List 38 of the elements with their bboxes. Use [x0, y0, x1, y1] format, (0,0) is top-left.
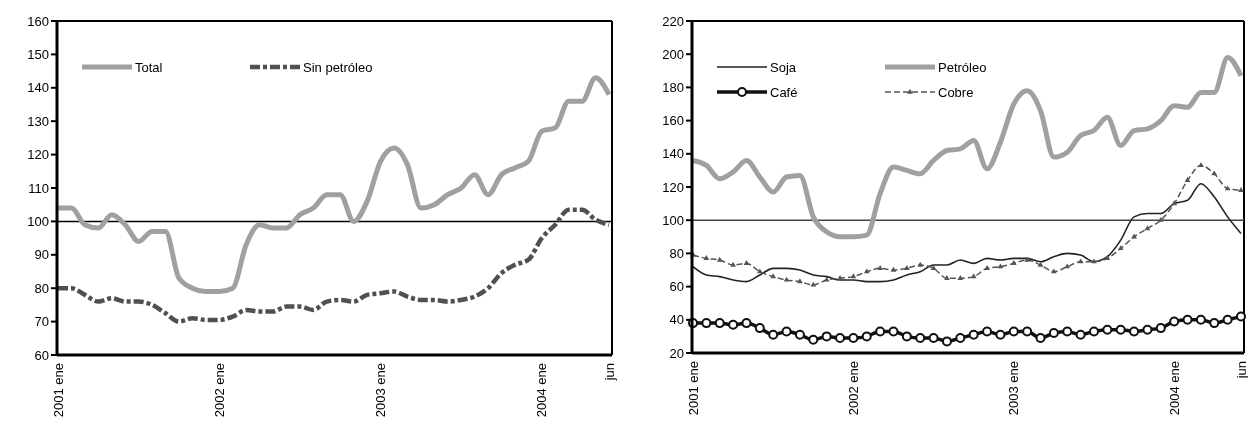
x-tick-label: 2002 ene: [845, 361, 861, 416]
y-tick-label: 70: [34, 314, 49, 330]
y-tick-label: 100: [27, 213, 49, 229]
y-tick-label: 130: [27, 113, 49, 129]
x-tick-label: 2004 ene: [1166, 361, 1182, 416]
x-tick-label: 2001 ene: [50, 363, 66, 418]
y-tick-label: 90: [34, 247, 49, 263]
y-tick-label: 140: [27, 80, 49, 96]
y-tick-label: 180: [662, 79, 684, 95]
x-tick-label: 2001 ene: [685, 361, 701, 416]
y-tick-label: 220: [662, 13, 684, 29]
y-tick-label: 80: [34, 280, 49, 296]
y-tick-label: 60: [34, 347, 49, 363]
y-tick-label: 140: [662, 146, 684, 162]
y-tick-label: 60: [669, 279, 684, 295]
x-tick-label: 2004 ene: [534, 363, 550, 418]
y-tick-label: 40: [669, 312, 684, 328]
y-tick-label: 120: [27, 147, 49, 163]
legend-label: Soja: [770, 59, 797, 75]
y-tick-label: 160: [662, 113, 684, 129]
y-tick-label: 160: [27, 13, 49, 29]
x-tick-label: jun: [1233, 361, 1248, 380]
y-tick-label: 110: [28, 180, 49, 196]
legend-label: Sin petróleo: [303, 59, 373, 75]
y-tick-label: 80: [669, 245, 684, 261]
legend-label: Total: [135, 59, 163, 75]
y-tick-label: 120: [662, 179, 684, 195]
x-tick-label: jun: [601, 363, 617, 382]
y-tick-label: 200: [662, 46, 684, 62]
legend-label: Café: [770, 84, 798, 100]
y-tick-label: 150: [27, 46, 49, 62]
x-tick-label: 2003 ene: [373, 363, 389, 418]
x-tick-label: 2002 ene: [211, 363, 227, 418]
legend-label: Petróleo: [938, 59, 987, 75]
y-tick-label: 20: [669, 345, 684, 361]
x-tick-label: 2003 ene: [1006, 361, 1022, 416]
y-tick-label: 100: [662, 212, 684, 228]
legend-label: Cobre: [938, 84, 974, 100]
